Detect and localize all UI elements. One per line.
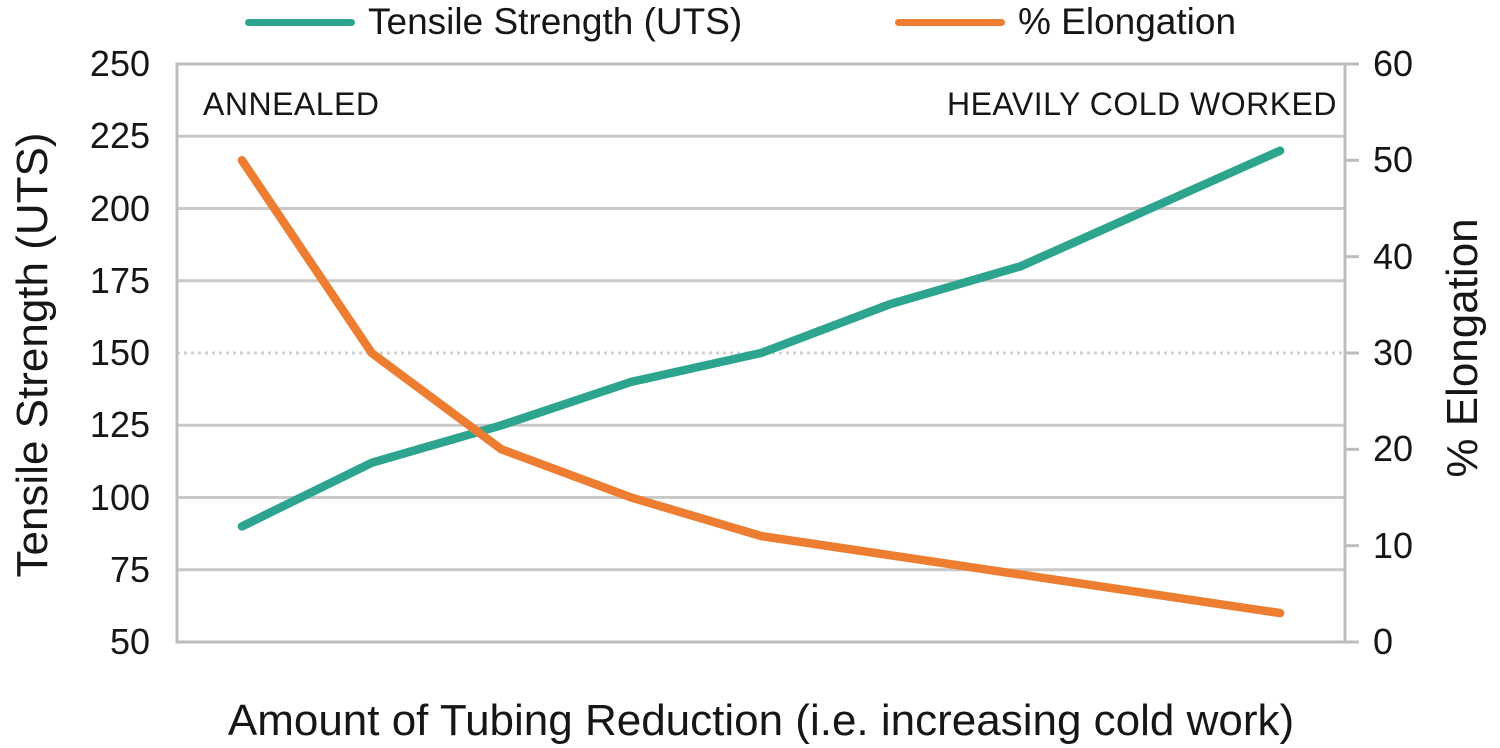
left-axis-tick-label-100: 100	[89, 476, 150, 518]
left-axis-tick-label-250: 250	[89, 43, 150, 84]
left-axis-tick-label-50: 50	[109, 621, 150, 662]
left-axis-tick-label-75: 75	[109, 548, 150, 590]
left-axis-tick-label-175: 175	[89, 259, 150, 301]
legend-label-tensile-strength: Tensile Strength (UTS)	[368, 1, 743, 42]
legend-marker-elongation-line	[895, 19, 1005, 26]
right-axis-tick-label-10: 10	[1373, 524, 1414, 566]
right-axis-tick-label-40: 40	[1373, 235, 1414, 277]
legend-label-elongation: % Elongation	[1018, 1, 1237, 42]
annotation-annealed: ANNEALED	[203, 86, 380, 122]
right-axis-tick-label-20: 20	[1373, 428, 1414, 470]
right-axis-title: % Elongation	[1438, 218, 1487, 478]
right-axis-tick-label-60: 60	[1373, 43, 1414, 84]
right-axis-tick-label-30: 30	[1373, 332, 1414, 373]
right-axis-tick-label-0: 0	[1373, 621, 1394, 662]
x-axis-title: Amount of Tubing Reduction (i.e. increas…	[227, 696, 1295, 745]
left-axis-tick-label-200: 200	[89, 187, 150, 229]
series-line-elongation	[237, 156, 1285, 618]
series-line-tensile-strength	[237, 146, 1285, 531]
left-axis-tick-label-225: 225	[89, 115, 150, 157]
annotation-heavily-cold-worked: HEAVILY COLD WORKED	[946, 86, 1337, 122]
right-axis-tick-label-50: 50	[1373, 139, 1414, 181]
left-axis-tick-label-150: 150	[89, 332, 150, 373]
legend-marker-tensile-strength-line	[245, 19, 355, 26]
left-axis-title: Tensile Strength (UTS)	[8, 132, 57, 578]
left-axis-tick-label-125: 125	[89, 404, 150, 446]
